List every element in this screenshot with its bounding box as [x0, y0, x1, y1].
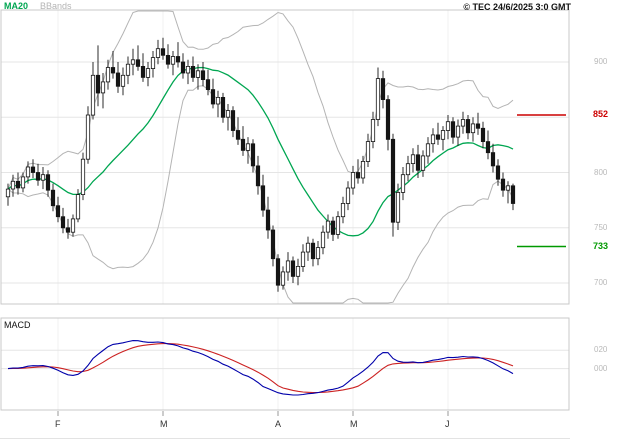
macd-panel-label: MACD [4, 320, 31, 330]
level-lines [517, 114, 566, 248]
month-label-apr: A [275, 419, 282, 429]
support-level-label: 733 [592, 240, 610, 252]
legend: MA20 BBands [4, 1, 72, 11]
price-tick-900: 900 [594, 57, 608, 66]
ma20-line [7, 66, 514, 237]
candlesticks [5, 37, 516, 292]
price-tick-700: 700 [594, 278, 608, 287]
legend-ma20: MA20 [4, 1, 29, 11]
month-label-jun: J [445, 419, 450, 429]
month-label-mar: M [160, 419, 168, 429]
price-tick-750: 750 [594, 222, 608, 232]
month-label-may: M [350, 419, 358, 429]
macd-tick-000: 000 [594, 363, 608, 373]
panel-borders [0, 9, 570, 411]
month-label-feb: F [55, 419, 61, 429]
gridlines [1, 10, 569, 410]
macd-tick-020: 020 [594, 345, 608, 355]
copyright-text: © TEC 24/6/2025 3:0 GMT [463, 2, 571, 12]
resistance-level-label: 852 [592, 109, 610, 121]
price-tick-800: 800 [594, 167, 608, 177]
macd-lines [7, 340, 514, 396]
x-axis-ticks [0, 411, 570, 439]
legend-bbands: BBands [40, 1, 72, 11]
